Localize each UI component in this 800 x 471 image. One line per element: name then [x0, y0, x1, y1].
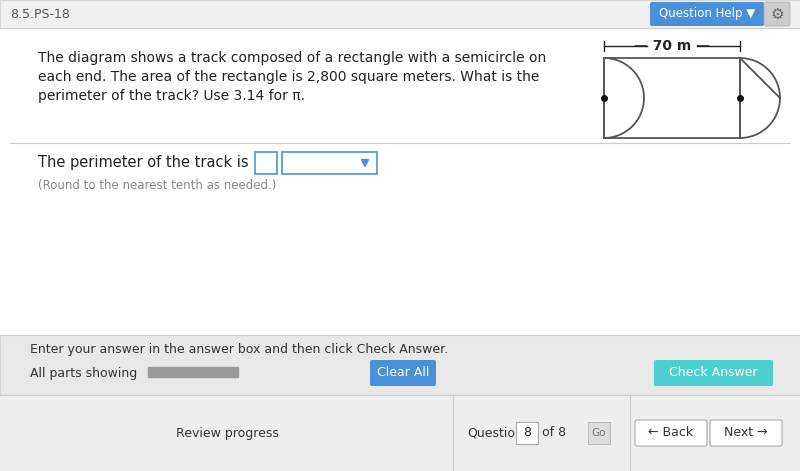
Text: Check Answer: Check Answer	[669, 366, 758, 380]
Text: Question: Question	[467, 427, 523, 439]
Text: The diagram shows a track composed of a rectangle with a semicircle on: The diagram shows a track composed of a …	[38, 51, 546, 65]
Bar	[0, 335, 800, 395]
FancyBboxPatch shape	[635, 420, 707, 446]
Text: 8: 8	[523, 427, 531, 439]
Text: Go: Go	[592, 428, 606, 438]
Text: Clear All: Clear All	[377, 366, 429, 380]
Text: Enter your answer in the answer box and then click Check Answer.: Enter your answer in the answer box and …	[30, 342, 448, 356]
FancyBboxPatch shape	[710, 420, 782, 446]
Bar	[148, 367, 238, 377]
Bar	[0, 0, 800, 28]
Text: Question Help ▼: Question Help ▼	[659, 8, 755, 21]
Text: The perimeter of the track is: The perimeter of the track is	[38, 155, 249, 171]
Bar	[282, 152, 377, 174]
FancyBboxPatch shape	[370, 360, 436, 386]
FancyBboxPatch shape	[650, 2, 764, 26]
Text: ← Back: ← Back	[649, 427, 694, 439]
Polygon shape	[362, 160, 369, 167]
Text: — 70 m —: — 70 m —	[634, 39, 710, 53]
Text: ⚙: ⚙	[770, 7, 784, 22]
FancyBboxPatch shape	[654, 360, 773, 386]
Text: Next →: Next →	[724, 427, 768, 439]
Text: each end. The area of the rectangle is 2,800 square meters. What is the: each end. The area of the rectangle is 2…	[38, 70, 539, 84]
Text: perimeter of the track? Use 3.14 for π.: perimeter of the track? Use 3.14 for π.	[38, 89, 305, 103]
Bar	[0, 395, 800, 471]
Text: (Round to the nearest tenth as needed.): (Round to the nearest tenth as needed.)	[38, 179, 276, 192]
Bar	[588, 422, 610, 444]
Text: All parts showing: All parts showing	[30, 366, 138, 380]
FancyBboxPatch shape	[764, 2, 790, 26]
Bar	[255, 152, 277, 174]
Bar	[516, 422, 538, 444]
Text: of 8: of 8	[542, 427, 566, 439]
Bar	[0, 28, 800, 343]
Text: Review progress: Review progress	[175, 427, 278, 439]
Text: 8.5.PS-18: 8.5.PS-18	[10, 8, 70, 21]
